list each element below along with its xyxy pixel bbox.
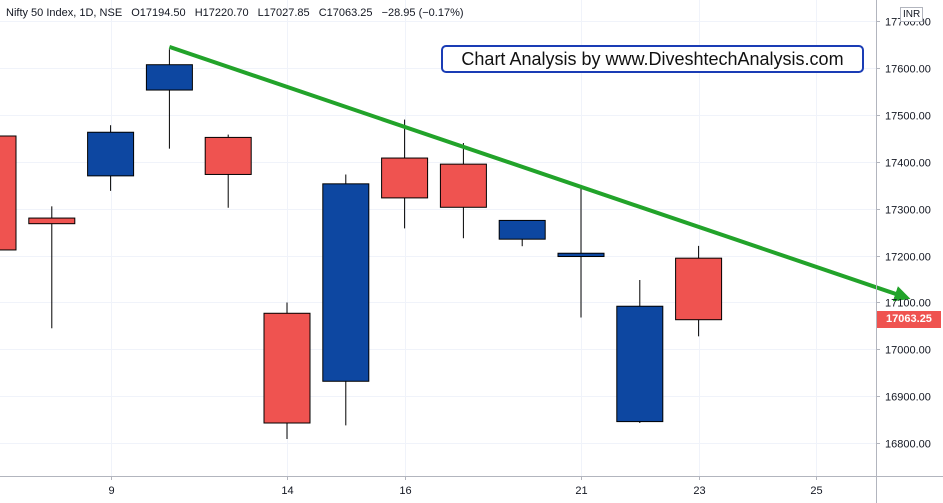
price-tick-label: 17000.00 (885, 345, 931, 357)
candle (145, 49, 193, 149)
candle-body (675, 257, 723, 321)
candle (28, 206, 76, 329)
candle-body (322, 183, 370, 382)
price-tick-label: 17200.00 (885, 252, 931, 264)
price-tick-label: 17600.00 (885, 64, 931, 76)
candle (381, 119, 429, 229)
trendline (168, 45, 911, 302)
time-tick-label: 14 (281, 485, 293, 497)
trendline-layer (168, 45, 911, 302)
candle (0, 135, 17, 251)
candle-body (439, 163, 487, 208)
candle-body (28, 217, 76, 225)
candle-body (616, 305, 664, 423)
candle-body (145, 64, 193, 91)
time-tick-label: 9 (108, 485, 114, 497)
candle (675, 245, 723, 337)
time-tick-label: 23 (693, 485, 705, 497)
legend-close: C17063.25 (318, 7, 373, 19)
legend-low: L17027.85 (257, 7, 310, 19)
symbol-name: Nifty 50 Index, 1D, NSE (6, 7, 123, 19)
price-tick-label: 16900.00 (885, 392, 931, 404)
legend-change: −28.95 (−0.17%) (381, 7, 464, 19)
candle (616, 279, 664, 424)
candle-body (87, 131, 135, 177)
candle (204, 134, 252, 208)
time-axis: 9 14 16 21 23 25 (0, 476, 943, 497)
candle-body (0, 135, 17, 251)
last-price-label: 17063.25 (877, 311, 941, 328)
candle-body (557, 252, 605, 258)
candle-body (204, 136, 252, 175)
price-tick-label: 17400.00 (885, 158, 931, 170)
candle-body (498, 219, 546, 240)
price-tick-label: 17300.00 (885, 205, 931, 217)
watermark-banner: Chart Analysis by www.DiveshtechAnalysis… (441, 45, 864, 73)
candles-layer (0, 49, 723, 439)
price-tick-label: 17100.00 (885, 298, 931, 310)
price-axis: 16800.00 16900.00 17000.00 17100.00 17200.00… (876, 0, 931, 503)
currency-button[interactable]: INR (900, 7, 924, 22)
candle-body (263, 312, 311, 424)
symbol-legend: Nifty 50 Index, 1D, NSE O17194.50 H17220… (6, 7, 464, 19)
candle (263, 302, 311, 439)
legend-open: O17194.50 (131, 7, 186, 19)
candle (322, 174, 370, 426)
time-tick-label: 25 (810, 485, 822, 497)
candle-body (381, 157, 429, 199)
price-tick-label: 17500.00 (885, 111, 931, 123)
legend-high: H17220.70 (194, 7, 249, 19)
time-tick-label: 21 (575, 485, 587, 497)
price-tick-label: 16800.00 (885, 439, 931, 451)
candle (557, 186, 605, 318)
time-tick-label: 16 (399, 485, 411, 497)
candle (498, 219, 546, 247)
candle (87, 125, 135, 191)
candle (439, 143, 487, 239)
